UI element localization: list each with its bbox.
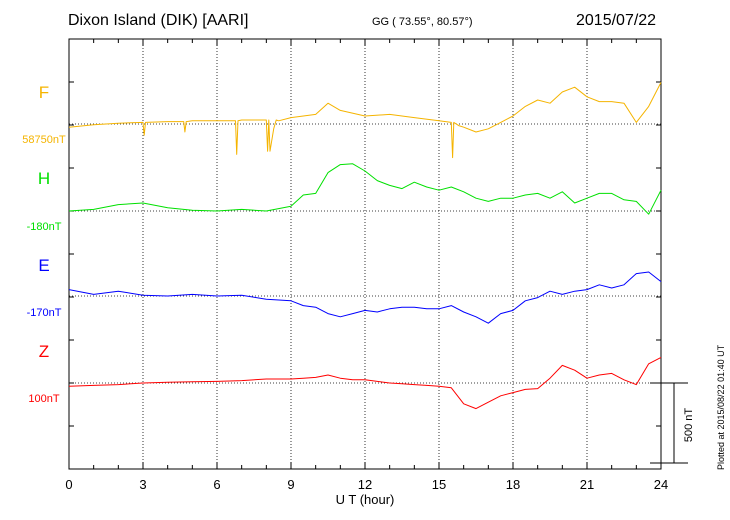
series-name-h: H [38, 169, 50, 188]
x-tick-label: 21 [580, 477, 594, 492]
scale-bar-label: 500 nT [683, 408, 695, 443]
series-line-z [68, 356, 662, 410]
series-name-z: Z [39, 342, 49, 361]
x-tick-label: 18 [506, 477, 520, 492]
x-tick-label: 12 [358, 477, 372, 492]
x-tick-label: 24 [654, 477, 668, 492]
baseline-label-e: -170nT [27, 307, 62, 319]
x-tick-label: 3 [139, 477, 146, 492]
coordinates-label: GG ( 73.55°, 80.57°) [372, 16, 473, 28]
x-tick-label: 9 [287, 477, 294, 492]
plotted-note: Plotted at 2015/08/22 01:40 UT [716, 344, 726, 470]
series-name-e: E [38, 256, 49, 275]
x-tick-label: 15 [432, 477, 446, 492]
series-line-f [68, 82, 662, 159]
plot-frame [68, 38, 662, 470]
x-axis-label: U T (hour) [336, 492, 395, 507]
series-line-h [68, 163, 662, 215]
station-title: Dixon Island (DIK) [AARI] [68, 12, 249, 29]
baseline-label-f: 58750nT [22, 134, 66, 146]
x-tick-label: 6 [213, 477, 220, 492]
date-label: 2015/07/22 [576, 12, 657, 29]
series-line-e [68, 271, 662, 324]
x-tick-label: 0 [65, 477, 72, 492]
baseline-label-z: 100nT [28, 393, 59, 405]
baseline-label-h: -180nT [27, 221, 62, 233]
series-name-f: F [39, 83, 49, 102]
